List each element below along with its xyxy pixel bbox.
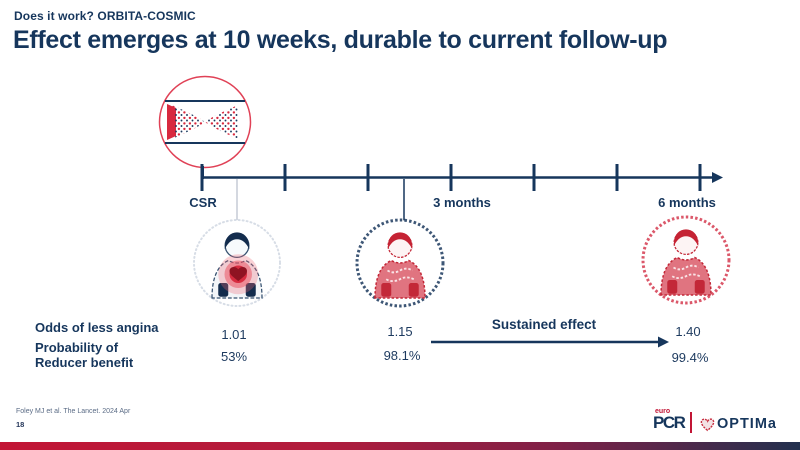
- row-label-probability: Probability of Reducer benefit: [35, 340, 134, 370]
- heart-icon: [699, 416, 716, 438]
- reducer-device-icon: [158, 75, 252, 169]
- citation-text: Foley MJ et al. The Lancet. 2024 Apr: [16, 408, 131, 415]
- slide-kicker: Does it work? ORBITA-COSMIC: [14, 9, 196, 23]
- row-label-probability-line1: Probability of: [35, 340, 119, 355]
- probability-value-end: 99.4%: [671, 350, 709, 365]
- logo-divider: [690, 412, 692, 433]
- odds-value-mid: 1.15: [387, 324, 413, 339]
- probability-value-csr: 53%: [220, 349, 248, 364]
- timeline-label-csr: CSR: [189, 195, 217, 210]
- row-label-odds: Odds of less angina: [35, 320, 159, 335]
- glowing-heart-icon: [229, 267, 247, 282]
- axis-arrowhead: [712, 172, 723, 183]
- timeline-label-3-months: 3 months: [433, 195, 491, 210]
- patient-angina-icon: [193, 219, 281, 307]
- europcr-logo-pcr-text: PCR: [653, 413, 686, 432]
- odds-value-end: 1.40: [675, 324, 701, 339]
- sustained-effect-label: Sustained effect: [491, 317, 597, 332]
- timeline-axis: [200, 164, 723, 191]
- patient-improved-icon-end: [641, 215, 731, 305]
- probability-value-mid: 98.1%: [383, 348, 421, 363]
- sustained-effect-arrow: [431, 336, 669, 348]
- patient-improved-icon-mid: [355, 218, 445, 308]
- europcr-logo-euro-text: euro: [655, 408, 671, 415]
- timeline-label-6-months: 6 months: [658, 195, 716, 210]
- odds-value-csr: 1.01: [221, 327, 247, 342]
- slide-number: 18: [16, 420, 25, 429]
- optima-logo-text: OPTIMa: [717, 416, 777, 432]
- page-title: Effect emerges at 10 weeks, durable to c…: [13, 26, 668, 54]
- bottom-accent-bar: [0, 442, 800, 450]
- row-label-probability-line2: Reducer benefit: [35, 354, 134, 370]
